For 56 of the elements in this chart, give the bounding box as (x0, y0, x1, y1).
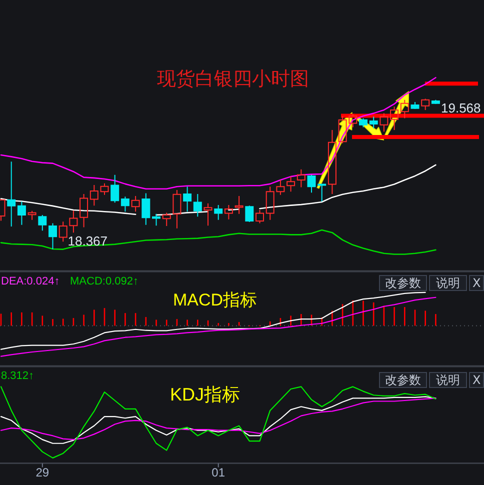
text: DEA:0.024↑ (1, 276, 60, 288)
candlestick (410, 102, 420, 110)
candlestick (328, 130, 336, 195)
candlestick (69, 210, 78, 234)
candlestick (338, 116, 347, 144)
candlestick (400, 99, 409, 119)
button: 改参数 (378, 372, 427, 388)
chart-title: KDJ指标 (170, 384, 240, 404)
candlestick (266, 186, 274, 220)
candlestick (7, 161, 16, 228)
candlestick (28, 210, 36, 220)
annotation: 18.367 (68, 233, 108, 248)
candlestick (110, 174, 120, 204)
candlestick (256, 209, 264, 224)
button: 说明 (428, 274, 468, 291)
candlestick (183, 186, 192, 212)
candlestick (276, 180, 285, 196)
candlestick (214, 204, 223, 220)
candlestick (193, 194, 202, 218)
candlestick (348, 113, 358, 128)
candlestick (172, 189, 182, 229)
candlestick (100, 182, 109, 196)
candlestick (90, 184, 98, 206)
text: 8.312↑ (1, 370, 34, 382)
button: 改参数 (378, 274, 427, 291)
chart-title: MACD指标 (173, 290, 258, 310)
candlestick (152, 213, 160, 226)
chart-title: 现货白银四小时图 (157, 69, 309, 90)
candlestick (142, 192, 150, 226)
button: 说明 (428, 372, 468, 388)
candlestick (224, 204, 233, 220)
button: X (469, 372, 484, 388)
candlestick (380, 112, 388, 132)
candlestick (38, 214, 47, 232)
candlestick (48, 222, 57, 250)
candlestick (234, 195, 244, 214)
x-tick-label: 01 (212, 466, 226, 480)
candlestick (80, 194, 88, 228)
candlestick (296, 168, 306, 188)
text: MACD:0.092↑ (70, 276, 138, 288)
x-tick-label: 29 (36, 466, 50, 480)
candlestick (131, 195, 140, 212)
candlestick (17, 201, 26, 226)
annotation: 19.568 (441, 100, 481, 116)
candlestick (421, 98, 430, 110)
candlestick (369, 116, 378, 129)
candlestick (390, 106, 399, 131)
candlestick (58, 221, 68, 242)
button: X (469, 274, 484, 291)
candlestick (286, 176, 296, 192)
candlestick (431, 99, 440, 104)
candlestick (162, 212, 171, 226)
candlestick (359, 118, 368, 128)
candlestick (245, 205, 254, 223)
candlestick (120, 196, 130, 212)
candlestick (204, 202, 212, 226)
